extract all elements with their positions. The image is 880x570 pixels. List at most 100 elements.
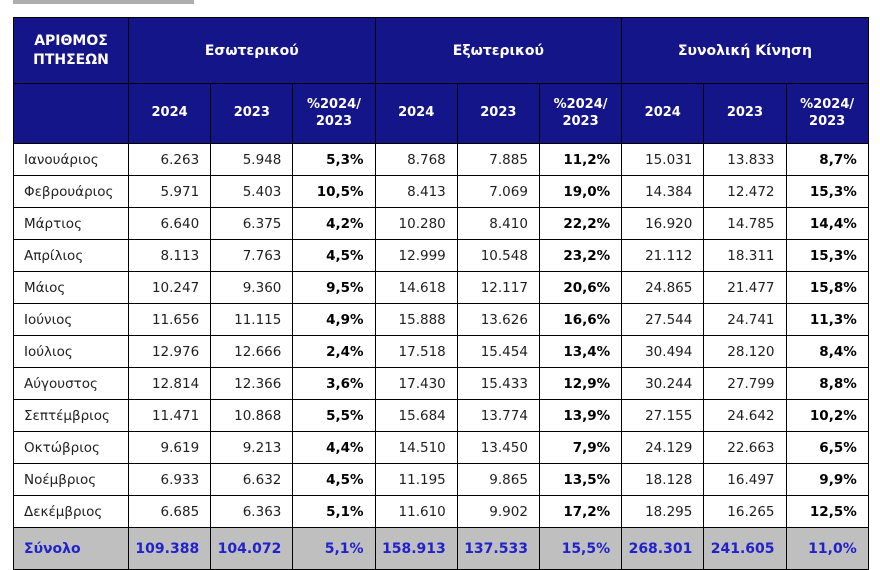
year-column-header: 2024 bbox=[374, 83, 458, 144]
table-row: Αύγουστος 12.814 12.366 3,6% 17.430 15.433 12,… bbox=[13, 367, 869, 400]
value-cell: 12.814 bbox=[127, 367, 212, 400]
percent-cell: 4,5% bbox=[292, 239, 376, 272]
value-cell: 24.741 bbox=[703, 303, 787, 336]
percent-cell: 14,4% bbox=[785, 207, 869, 240]
percent-cell: 20,6% bbox=[538, 271, 623, 304]
percent-cell: 4,9% bbox=[292, 303, 376, 336]
percent-column-header: %2024/ 2023 bbox=[292, 83, 376, 144]
table-row: Μάρτιος 6.640 6.375 4,2% 10.280 8.410 22,2% 16.… bbox=[13, 207, 869, 240]
table-body: Ιανουάριος 6.263 5.948 5,3% 8.768 7.885 11,2% 1… bbox=[13, 143, 869, 528]
value-cell: 15.888 bbox=[374, 303, 458, 336]
value-cell: 14.510 bbox=[374, 431, 458, 464]
percent-cell: 15,3% bbox=[785, 239, 869, 272]
table-row: Ιανουάριος 6.263 5.948 5,3% 8.768 7.885 11,2% 1… bbox=[13, 143, 869, 176]
percent-cell: 12,5% bbox=[785, 495, 869, 528]
percent-cell: 22,2% bbox=[538, 207, 623, 240]
percent-cell: 8,8% bbox=[785, 367, 869, 400]
year-column-header: 2023 bbox=[210, 83, 294, 144]
percent-cell: 5,3% bbox=[292, 143, 376, 176]
value-cell: 11.195 bbox=[374, 463, 458, 496]
value-cell: 9.902 bbox=[456, 495, 540, 528]
table-row: Δεκέμβριος 6.685 6.363 5,1% 11.610 9.902 17,2%… bbox=[13, 495, 869, 528]
value-cell: 17.430 bbox=[374, 367, 458, 400]
percent-cell: 12,9% bbox=[538, 367, 623, 400]
title-underline-fragment bbox=[13, 0, 194, 4]
percent-cell: 13,9% bbox=[538, 399, 623, 432]
sub-header-row: 2024 2023 %2024/ 2023 2024 2023 %2024/ 2023 20… bbox=[13, 83, 869, 144]
table-row: Μάιος 10.247 9.360 9,5% 14.618 12.117 20,6% 24.… bbox=[13, 271, 869, 304]
percent-cell: 10,2% bbox=[785, 399, 869, 432]
value-cell: 30.494 bbox=[621, 335, 705, 368]
percent-cell: 8,4% bbox=[785, 335, 869, 368]
value-cell: 15.031 bbox=[621, 143, 705, 176]
total-label-cell: Σύνολο bbox=[13, 527, 129, 570]
percent-cell: 16,6% bbox=[538, 303, 623, 336]
value-cell: 14.785 bbox=[703, 207, 787, 240]
value-cell: 18.128 bbox=[621, 463, 705, 496]
value-cell: 30.244 bbox=[621, 367, 705, 400]
value-cell: 24.865 bbox=[621, 271, 705, 304]
value-cell: 15.433 bbox=[456, 367, 540, 400]
value-cell: 6.632 bbox=[210, 463, 294, 496]
value-cell: 5.403 bbox=[210, 175, 294, 208]
percent-cell: 7,9% bbox=[538, 431, 623, 464]
month-cell: Ιανουάριος bbox=[13, 143, 129, 176]
percent-cell: 6,5% bbox=[785, 431, 869, 464]
percent-column-header: %2024/ 2023 bbox=[785, 83, 869, 144]
value-cell: 24.129 bbox=[621, 431, 705, 464]
table-row: Ιούνιος 11.656 11.115 4,9% 15.888 13.626 16,6%… bbox=[13, 303, 869, 336]
flights-table: ΑΡΙΘΜΟΣ ΠΤΗΣΕΩΝ Εσωτερικού Εξωτερικού Συ… bbox=[13, 17, 869, 570]
year-column-header: 2023 bbox=[703, 83, 787, 144]
value-cell: 7.069 bbox=[456, 175, 540, 208]
total-value-cell: 104.072 bbox=[210, 527, 294, 570]
total-value-cell: 158.913 bbox=[374, 527, 458, 570]
value-cell: 10.247 bbox=[127, 271, 212, 304]
value-cell: 18.295 bbox=[621, 495, 705, 528]
value-cell: 13.626 bbox=[456, 303, 540, 336]
group-header-international: Εξωτερικού bbox=[374, 17, 623, 84]
month-cell: Δεκέμβριος bbox=[13, 495, 129, 528]
month-cell: Μάιος bbox=[13, 271, 129, 304]
value-cell: 5.948 bbox=[210, 143, 294, 176]
total-value-cell: 137.533 bbox=[456, 527, 540, 570]
value-cell: 11.471 bbox=[127, 399, 212, 432]
value-cell: 6.263 bbox=[127, 143, 212, 176]
value-cell: 27.544 bbox=[621, 303, 705, 336]
table-footer: Σύνολο 109.388 104.072 5,1% 158.913 137.533 15… bbox=[13, 527, 869, 570]
percent-cell: 4,2% bbox=[292, 207, 376, 240]
value-cell: 6.640 bbox=[127, 207, 212, 240]
percent-cell: 5,5% bbox=[292, 399, 376, 432]
value-cell: 18.311 bbox=[703, 239, 787, 272]
total-value-cell: 268.301 bbox=[621, 527, 705, 570]
value-cell: 6.363 bbox=[210, 495, 294, 528]
table-row: Ιούλιος 12.976 12.666 2,4% 17.518 15.454 13,4%… bbox=[13, 335, 869, 368]
group-header-row: ΑΡΙΘΜΟΣ ΠΤΗΣΕΩΝ Εσωτερικού Εξωτερικού Συ… bbox=[13, 17, 869, 84]
group-header-total-traffic: Συνολική Κίνηση bbox=[621, 17, 869, 84]
value-cell: 9.360 bbox=[210, 271, 294, 304]
percent-cell: 9,5% bbox=[292, 271, 376, 304]
table-header: ΑΡΙΘΜΟΣ ΠΤΗΣΕΩΝ Εσωτερικού Εξωτερικού Συ… bbox=[13, 17, 869, 144]
table-row: Νοέμβριος 6.933 6.632 4,5% 11.195 9.865 13,5% 1… bbox=[13, 463, 869, 496]
percent-cell: 15,8% bbox=[785, 271, 869, 304]
value-cell: 21.112 bbox=[621, 239, 705, 272]
percent-cell: 23,2% bbox=[538, 239, 623, 272]
value-cell: 12.666 bbox=[210, 335, 294, 368]
total-percent-cell: 11,0% bbox=[785, 527, 869, 570]
year-column-header: 2023 bbox=[456, 83, 540, 144]
value-cell: 6.933 bbox=[127, 463, 212, 496]
value-cell: 5.971 bbox=[127, 175, 212, 208]
percent-cell: 11,2% bbox=[538, 143, 623, 176]
month-cell: Αύγουστος bbox=[13, 367, 129, 400]
total-percent-cell: 5,1% bbox=[292, 527, 376, 570]
year-column-header: 2024 bbox=[621, 83, 705, 144]
value-cell: 27.155 bbox=[621, 399, 705, 432]
month-cell: Απρίλιος bbox=[13, 239, 129, 272]
table-row: Οκτώβριος 9.619 9.213 4,4% 14.510 13.450 7,9% 2… bbox=[13, 431, 869, 464]
value-cell: 12.117 bbox=[456, 271, 540, 304]
value-cell: 17.518 bbox=[374, 335, 458, 368]
value-cell: 16.497 bbox=[703, 463, 787, 496]
percent-cell: 2,4% bbox=[292, 335, 376, 368]
percent-cell: 17,2% bbox=[538, 495, 623, 528]
value-cell: 12.366 bbox=[210, 367, 294, 400]
percent-cell: 5,1% bbox=[292, 495, 376, 528]
